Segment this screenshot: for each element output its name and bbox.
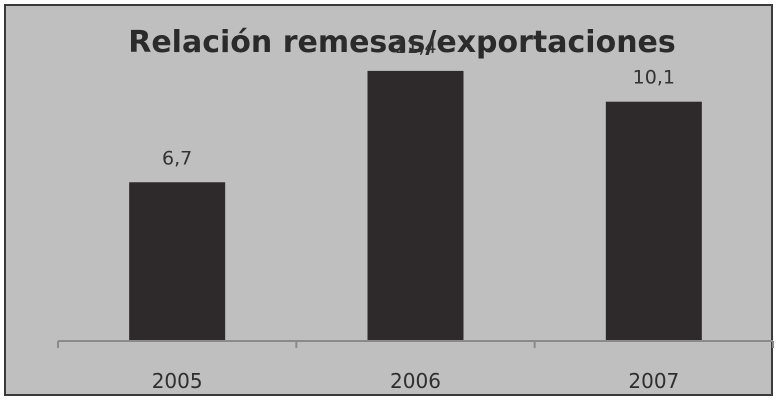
chart-title: Relación remesas/exportaciones [128,25,676,60]
data-label-2007: 10,1 [633,67,675,89]
x-tick-label-2006: 2006 [390,369,441,393]
x-tick-labels-group: 2005 2006 2007 [152,369,680,393]
x-tick-label-2007: 2007 [628,369,679,393]
data-label-2005: 6,7 [162,147,192,169]
data-labels-group: 6,7 11,4 10,1 [162,36,675,169]
x-tick-label-2005: 2005 [152,369,203,393]
data-label-2006: 11,4 [394,36,436,58]
bar-2007 [605,101,702,341]
bar-2006 [367,70,464,342]
bar-2005 [129,182,226,341]
bars-group [129,70,702,342]
x-axis-ticks [57,341,774,348]
